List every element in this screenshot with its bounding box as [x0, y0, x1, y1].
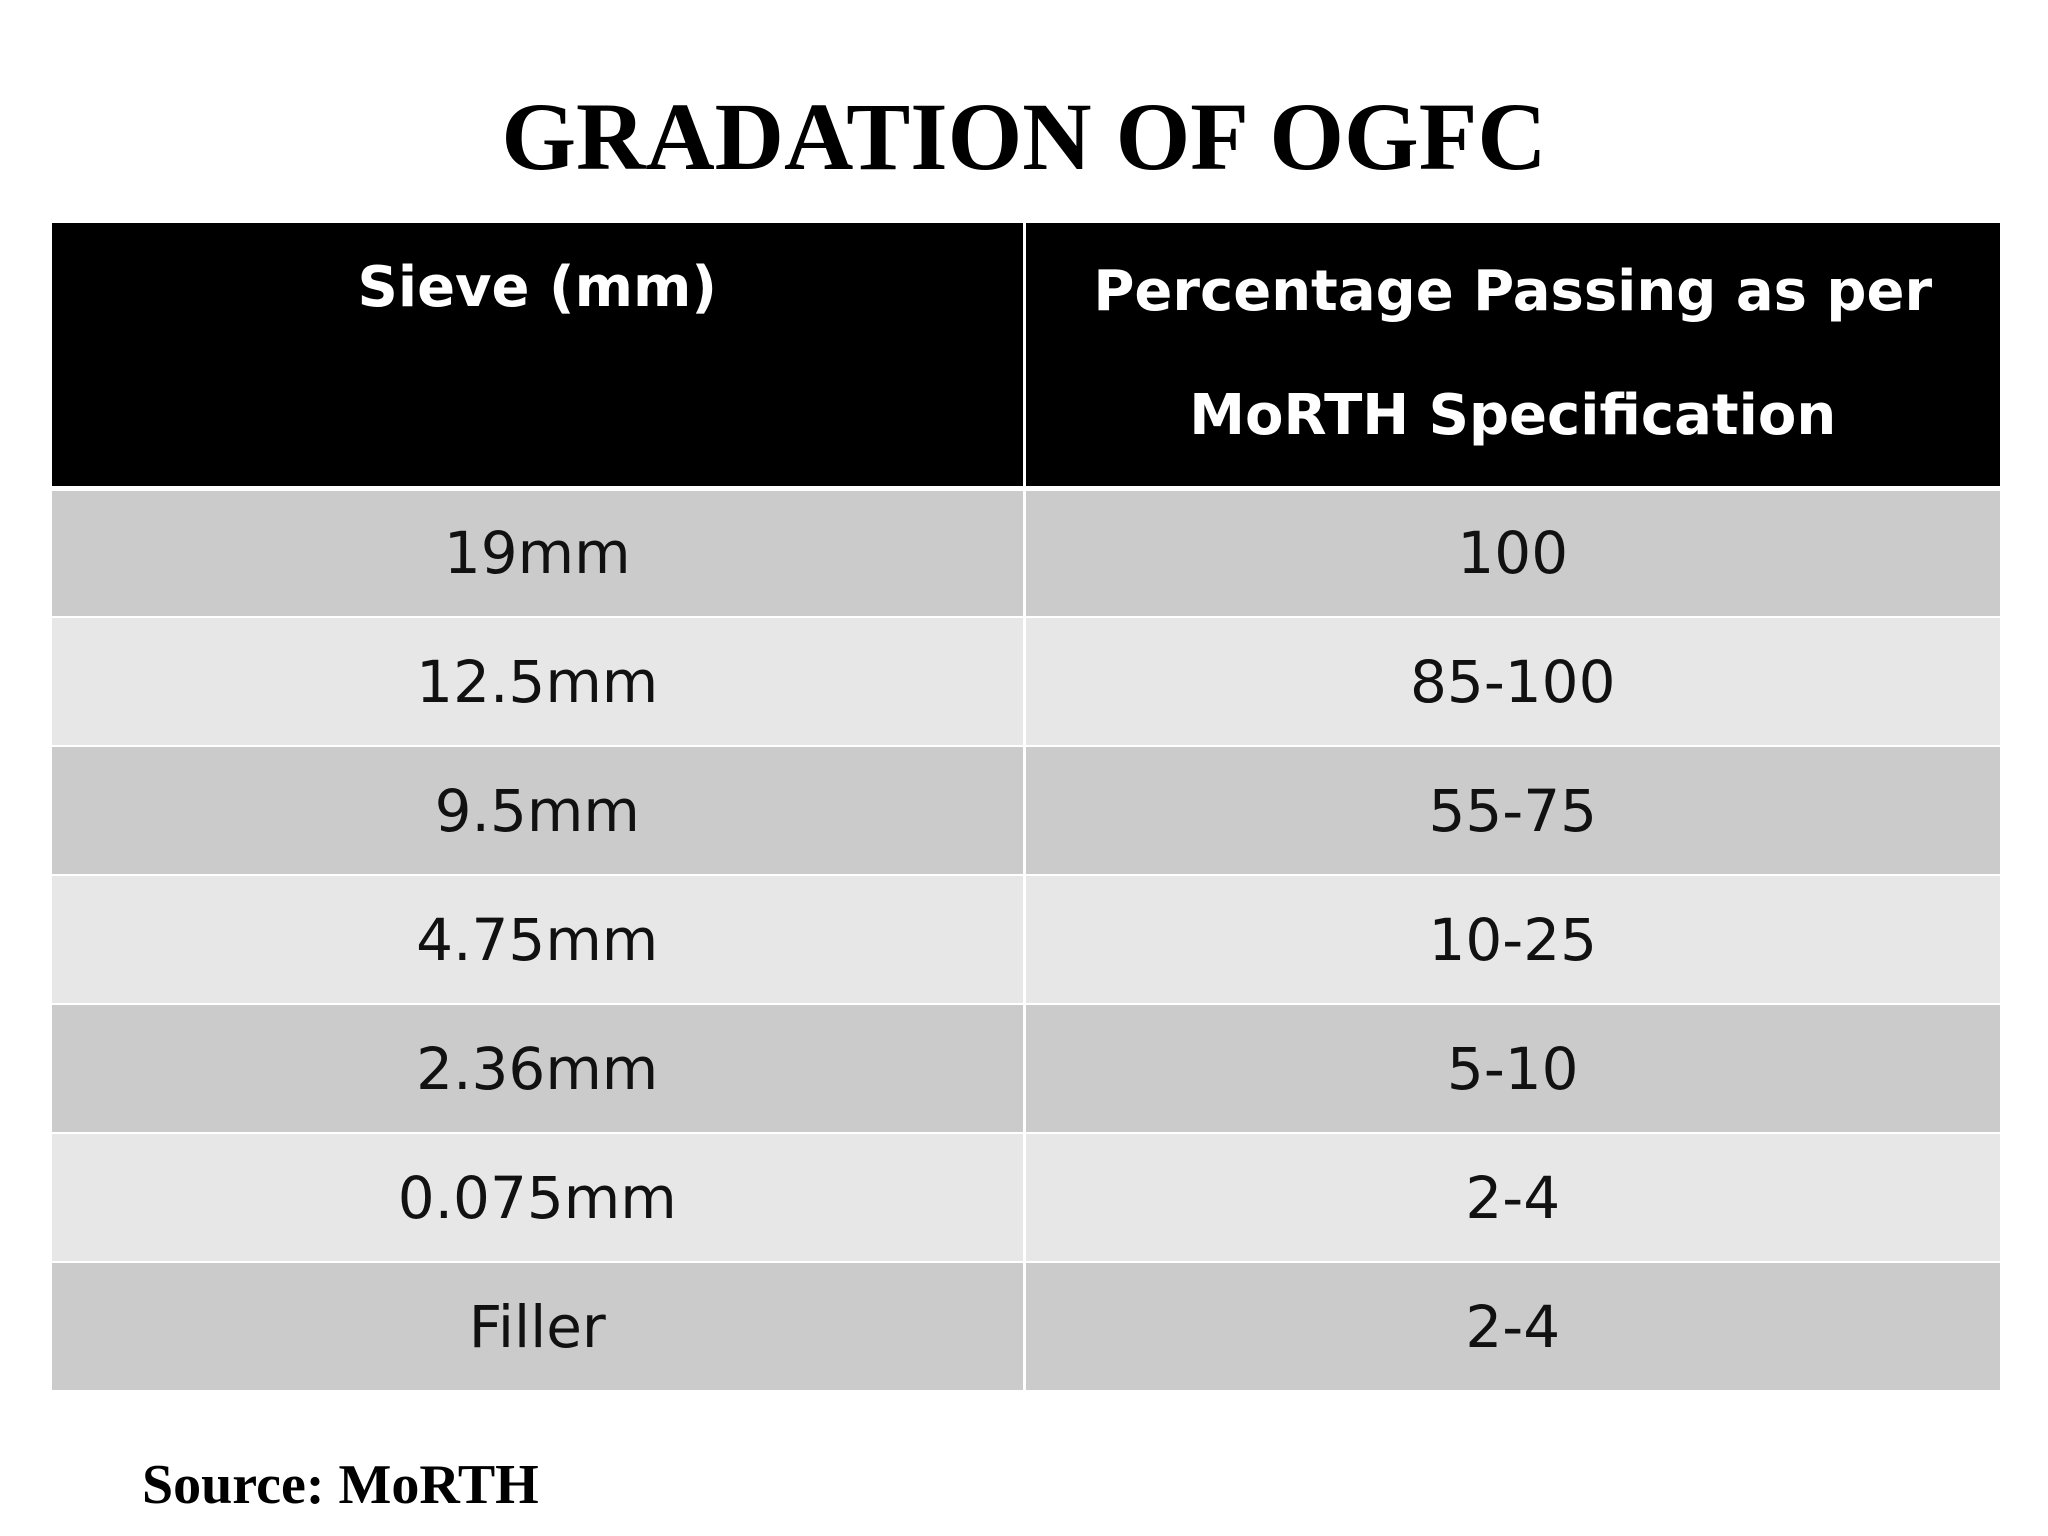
percentage-passing-cell: 85-100 [1022, 617, 2000, 747]
percentage-passing-cell: 100 [1022, 488, 2000, 618]
sieve-size-cell: 12.5mm [52, 617, 1024, 747]
table-row: 19mm 100 [52, 488, 2000, 618]
gradation-table: Sieve (mm) Percentage Passing as per MoR… [52, 223, 2000, 1392]
percentage-passing-cell: 5-10 [1022, 1004, 2000, 1134]
percentage-passing-cell: 55-75 [1022, 746, 2000, 876]
table-header-row: Sieve (mm) Percentage Passing as per MoR… [52, 223, 2000, 491]
sieve-size-cell: Filler [52, 1262, 1024, 1392]
table-row: 4.75mm 10-25 [52, 875, 2000, 1005]
slide-title: GRADATION OF OGFC [501, 83, 1547, 190]
table-body: 19mm 100 12.5mm 85-100 9.5mm 55-75 4.75m… [52, 488, 2000, 1392]
column-header-percentage-passing: Percentage Passing as per MoRTH Specific… [1022, 223, 2000, 491]
percentage-passing-cell: 2-4 [1022, 1262, 2000, 1392]
sieve-size-cell: 9.5mm [52, 746, 1024, 876]
sieve-size-cell: 4.75mm [52, 875, 1024, 1005]
table-row: Filler 2-4 [52, 1262, 2000, 1392]
sieve-size-cell: 0.075mm [52, 1133, 1024, 1263]
table-row: 12.5mm 85-100 [52, 617, 2000, 747]
column-header-sieve-label: Sieve (mm) [357, 255, 717, 320]
table-row: 9.5mm 55-75 [52, 746, 2000, 876]
column-header-sieve: Sieve (mm) [52, 223, 1024, 491]
source-note: Source: MoRTH [142, 1454, 539, 1516]
column-header-percentage-passing-label: Percentage Passing as per MoRTH Specific… [1093, 259, 1933, 449]
table-row: 0.075mm 2-4 [52, 1133, 2000, 1263]
table-row: 2.36mm 5-10 [52, 1004, 2000, 1134]
sieve-size-cell: 2.36mm [52, 1004, 1024, 1134]
table-header: Sieve (mm) Percentage Passing as per MoR… [52, 223, 2000, 491]
percentage-passing-cell: 10-25 [1022, 875, 2000, 1005]
percentage-passing-cell: 2-4 [1022, 1133, 2000, 1263]
sieve-size-cell: 19mm [52, 488, 1024, 618]
